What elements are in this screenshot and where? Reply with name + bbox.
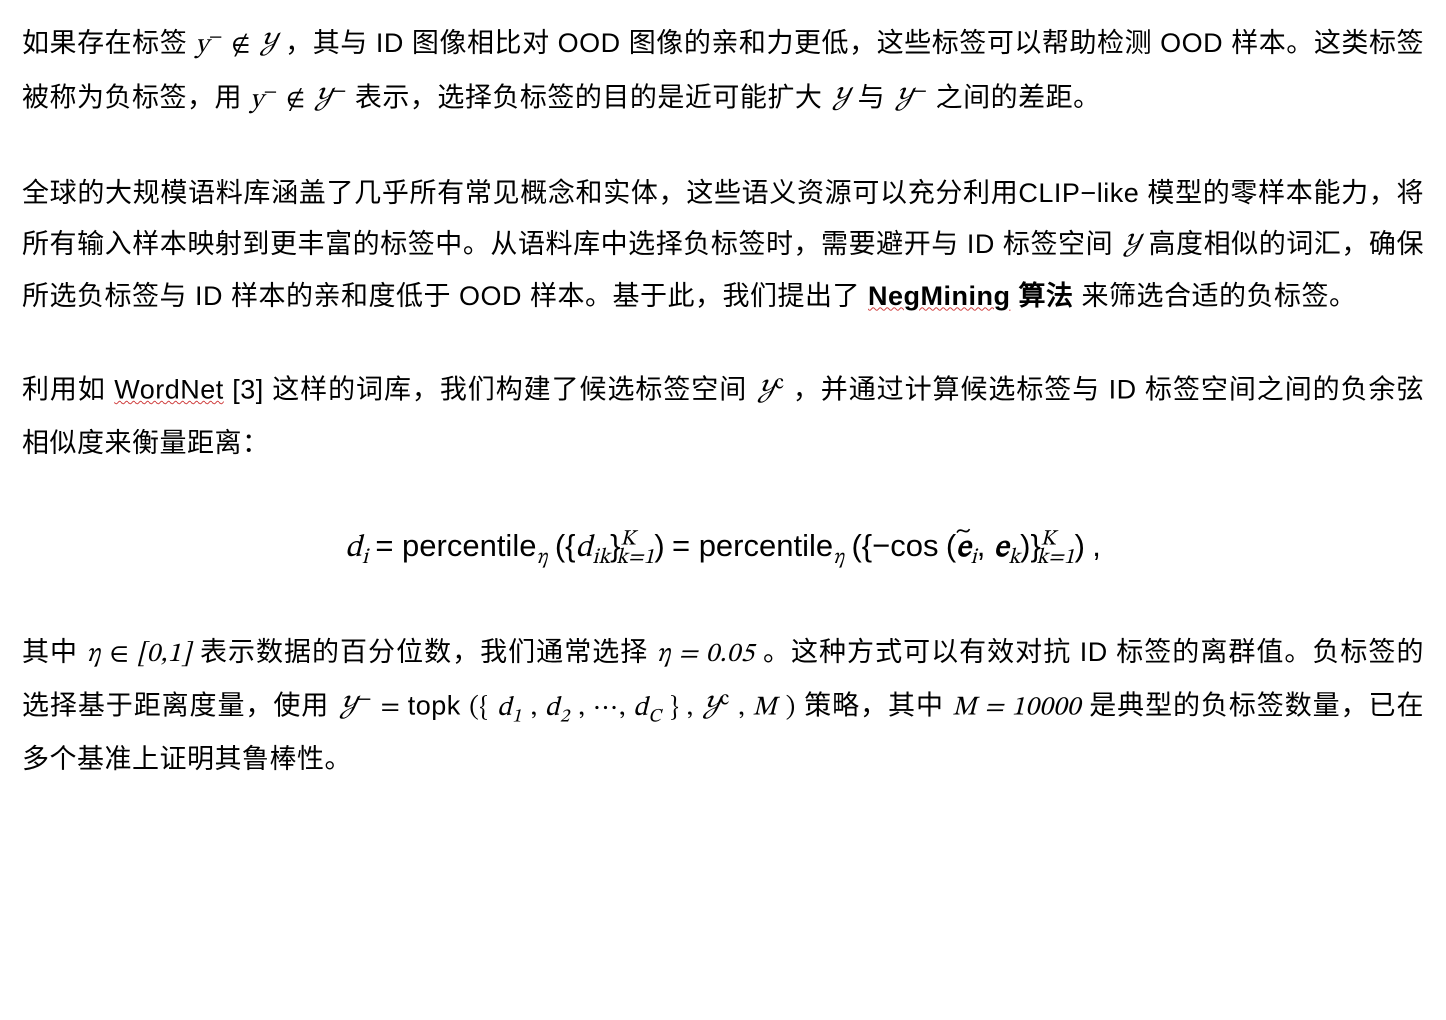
cal-Y-c: 𝒴c — [701, 693, 730, 722]
paragraph-3: 利用如 WordNet [3] 这样的词库，我们构建了候选标签空间 𝒴c ，并通… — [22, 364, 1424, 469]
interval: [0,1] — [137, 641, 192, 668]
paragraph-2: 全球的大规模语料库涵盖了几乎所有常见概念和实体，这些语义资源可以充分利用CLIP… — [22, 169, 1424, 323]
text: 之间的差距。 — [936, 83, 1101, 113]
text: 如果存在标签 — [22, 28, 195, 58]
text: 利用如 — [22, 375, 114, 405]
text: 表示数据的百分位数，我们通常选择 — [200, 637, 657, 667]
topk: topk — [408, 691, 461, 721]
paragraph-4: 其中 η ∈ [0,1] 表示数据的百分位数，我们通常选择 η = 0.05 。… — [22, 628, 1424, 785]
cal-Y: 𝒴 — [258, 30, 277, 59]
cal-Y: 𝒴 — [830, 85, 849, 114]
text: 来筛选合适的负标签。 — [1082, 281, 1357, 311]
eta-eq: η = 0.05 — [657, 641, 755, 668]
dC: dC — [633, 695, 661, 722]
eta: η — [87, 641, 101, 668]
negmining-term: NegMining 算法 — [868, 281, 1074, 311]
wordnet-term: WordNet — [114, 375, 224, 405]
cal-Y-minus: 𝒴− — [312, 85, 346, 114]
notin: ∉ — [231, 32, 258, 59]
text: 策略，其中 — [804, 691, 944, 721]
math-y-minus: y− — [195, 32, 223, 59]
text: 与 — [858, 83, 894, 113]
notin: ∉ — [286, 87, 313, 114]
d1: d1 — [497, 695, 522, 722]
cal-Y: 𝒴 — [1121, 231, 1140, 260]
M: M — [753, 695, 778, 722]
distance-equation: di = percentileη ({dik}Kk=1) = percentil… — [22, 521, 1424, 576]
cal-Y-c: 𝒴c — [756, 377, 785, 406]
math-y-minus: y− — [250, 87, 278, 114]
text: 表示，选择负标签的目的是近可能扩大 — [355, 83, 831, 113]
eq-sign: = — [381, 695, 408, 722]
args: ({ — [469, 695, 488, 722]
text: 其中 — [22, 637, 78, 667]
in: ∈ — [109, 641, 136, 668]
d2: d2 — [545, 695, 570, 722]
text: [3] 这样的词库，我们构建了候选标签空间 — [232, 375, 755, 405]
M-eq: M = 10000 — [952, 695, 1080, 722]
cal-Y-minus: 𝒴− — [893, 85, 927, 114]
paragraph-1: 如果存在标签 y− ∉ 𝒴 ，其与 ID 图像相比对 OOD 图像的亲和力更低，… — [22, 18, 1424, 127]
cal-Y-minus: 𝒴− — [338, 693, 372, 722]
